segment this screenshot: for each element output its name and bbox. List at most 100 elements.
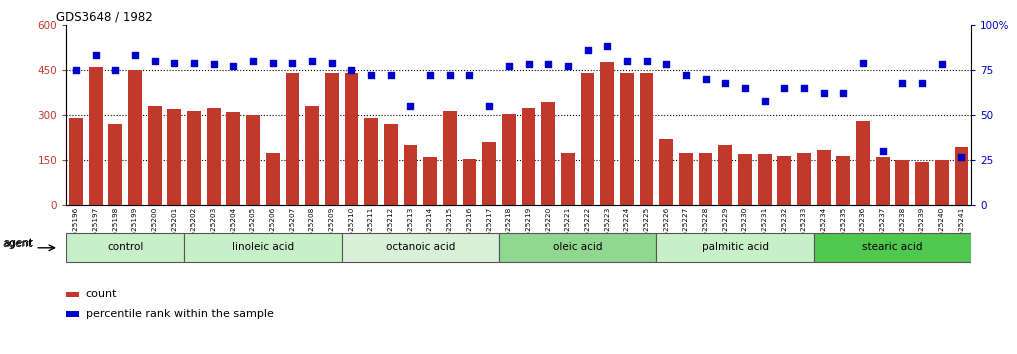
Bar bbox=[345, 73, 358, 205]
Point bbox=[580, 47, 596, 53]
Text: oleic acid: oleic acid bbox=[553, 242, 602, 252]
Point bbox=[225, 63, 241, 69]
Point bbox=[87, 53, 104, 58]
Bar bbox=[502, 114, 516, 205]
Point bbox=[934, 62, 950, 67]
Bar bbox=[659, 139, 673, 205]
Point bbox=[441, 73, 458, 78]
Bar bbox=[699, 153, 713, 205]
Bar bbox=[69, 118, 82, 205]
Bar bbox=[324, 73, 339, 205]
Bar bbox=[876, 157, 890, 205]
Bar bbox=[896, 160, 909, 205]
Bar bbox=[561, 153, 575, 205]
Bar bbox=[109, 124, 122, 205]
Bar bbox=[600, 62, 614, 205]
Point bbox=[146, 58, 163, 64]
Point bbox=[953, 154, 969, 159]
Point bbox=[698, 76, 714, 82]
Point bbox=[205, 62, 222, 67]
Text: palmitic acid: palmitic acid bbox=[702, 242, 769, 252]
Bar bbox=[88, 67, 103, 205]
Text: percentile rank within the sample: percentile rank within the sample bbox=[85, 309, 274, 319]
Point bbox=[599, 44, 615, 49]
Bar bbox=[305, 106, 319, 205]
Bar bbox=[620, 73, 634, 205]
Bar bbox=[187, 110, 201, 205]
Bar bbox=[656, 234, 814, 262]
Bar bbox=[817, 150, 831, 205]
Point bbox=[776, 85, 792, 91]
Bar bbox=[955, 147, 968, 205]
Point bbox=[894, 80, 910, 85]
Bar bbox=[404, 145, 417, 205]
Bar bbox=[499, 234, 656, 262]
Point bbox=[403, 103, 419, 109]
Bar bbox=[915, 162, 929, 205]
Point bbox=[914, 80, 931, 85]
Point bbox=[166, 60, 182, 65]
Point bbox=[875, 148, 891, 154]
Bar bbox=[463, 159, 476, 205]
Bar bbox=[206, 108, 221, 205]
Point bbox=[481, 103, 497, 109]
Text: linoleic acid: linoleic acid bbox=[232, 242, 294, 252]
Bar bbox=[246, 115, 260, 205]
Point bbox=[363, 73, 379, 78]
Bar bbox=[66, 312, 78, 317]
Bar bbox=[856, 121, 870, 205]
Point bbox=[500, 63, 517, 69]
Point bbox=[677, 73, 694, 78]
Bar bbox=[66, 234, 184, 262]
Bar bbox=[364, 118, 378, 205]
Bar bbox=[147, 106, 162, 205]
Point bbox=[304, 58, 320, 64]
Point bbox=[559, 63, 576, 69]
Point bbox=[816, 91, 832, 96]
Bar bbox=[265, 153, 280, 205]
Bar bbox=[541, 102, 555, 205]
Point bbox=[639, 58, 655, 64]
Bar bbox=[443, 110, 457, 205]
Point bbox=[618, 58, 635, 64]
Bar bbox=[679, 153, 693, 205]
Bar bbox=[128, 70, 141, 205]
Point bbox=[521, 62, 537, 67]
Point bbox=[796, 85, 813, 91]
Point bbox=[540, 62, 556, 67]
Bar bbox=[168, 109, 181, 205]
Bar bbox=[718, 145, 732, 205]
Bar bbox=[935, 160, 949, 205]
Text: octanoic acid: octanoic acid bbox=[385, 242, 455, 252]
Point bbox=[757, 98, 773, 103]
Point bbox=[835, 91, 851, 96]
Point bbox=[382, 73, 399, 78]
Bar bbox=[184, 234, 342, 262]
Bar bbox=[758, 154, 772, 205]
Bar bbox=[286, 73, 299, 205]
Bar bbox=[482, 142, 496, 205]
Point bbox=[68, 67, 84, 73]
Point bbox=[658, 62, 674, 67]
Text: count: count bbox=[85, 289, 117, 299]
Bar bbox=[423, 157, 437, 205]
Point bbox=[127, 53, 143, 58]
Text: agent: agent bbox=[2, 239, 33, 249]
Point bbox=[344, 67, 360, 73]
Point bbox=[186, 60, 202, 65]
Text: GDS3648 / 1982: GDS3648 / 1982 bbox=[56, 11, 153, 24]
Text: stearic acid: stearic acid bbox=[862, 242, 922, 252]
Bar bbox=[777, 156, 791, 205]
Bar bbox=[738, 154, 752, 205]
Bar bbox=[227, 112, 240, 205]
Bar bbox=[581, 73, 594, 205]
Bar bbox=[66, 292, 78, 297]
Text: agent: agent bbox=[3, 238, 34, 248]
Point bbox=[855, 60, 872, 65]
Point bbox=[285, 60, 301, 65]
Point bbox=[462, 73, 478, 78]
Bar bbox=[836, 156, 850, 205]
Point bbox=[717, 80, 733, 85]
Bar bbox=[640, 73, 654, 205]
Point bbox=[323, 60, 340, 65]
